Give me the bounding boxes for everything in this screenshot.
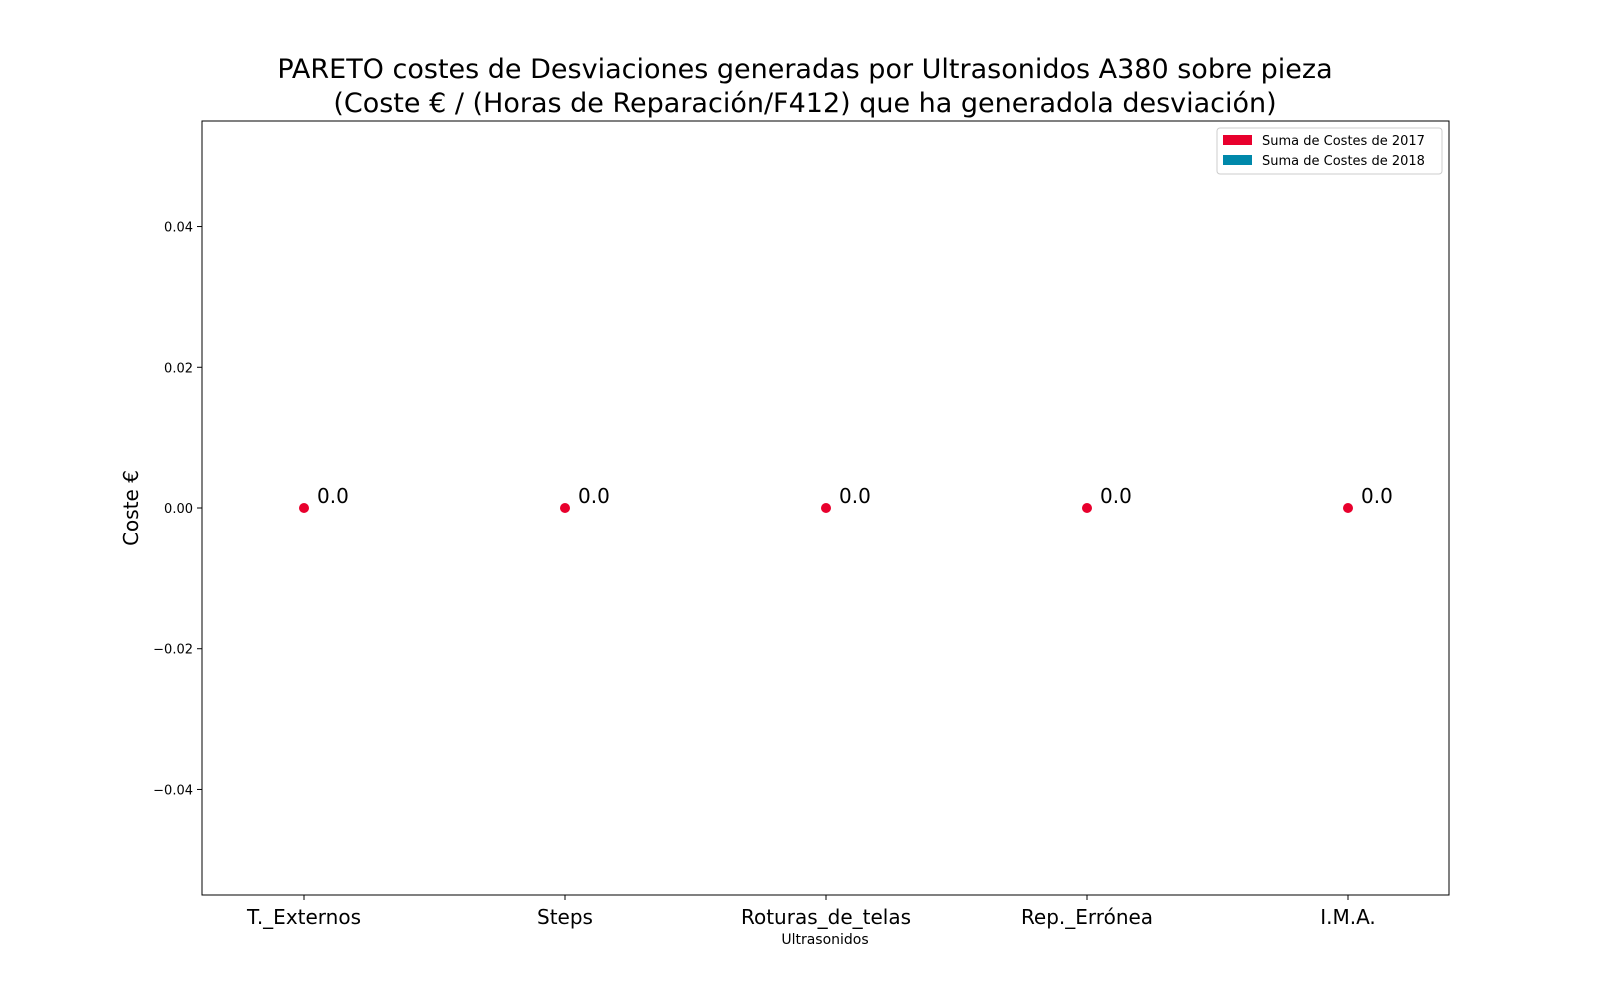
chart-title-line-2: (Coste € / (Horas de Reparación/F412) qu… <box>333 88 1276 119</box>
data-label: 0.0 <box>578 484 610 508</box>
data-label: 0.0 <box>1100 484 1132 508</box>
data-point <box>299 503 309 513</box>
x-tick-label: T._Externos <box>246 905 361 929</box>
legend-swatch-2018 <box>1223 155 1252 165</box>
x-tick-label: I.M.A. <box>1320 905 1376 929</box>
legend: Suma de Costes de 2017 Suma de Costes de… <box>1216 127 1443 175</box>
data-label: 0.0 <box>839 484 871 508</box>
data-labels: 0.0 0.0 0.0 0.0 0.0 <box>317 484 1393 508</box>
y-axis: 0.04 0.02 0.00 −0.02 −0.04 <box>153 221 202 798</box>
x-axis-label: Ultrasonidos <box>781 932 868 948</box>
chart-title-line-1: PARETO costes de Desviaciones generadas … <box>277 54 1332 85</box>
y-tick-label: 0.00 <box>164 502 193 517</box>
data-point <box>821 503 831 513</box>
data-label: 0.0 <box>1361 484 1393 508</box>
y-tick-label: 0.02 <box>164 361 193 376</box>
x-tick-label: Steps <box>537 905 593 929</box>
data-label: 0.0 <box>317 484 349 508</box>
x-tick-label: Roturas_de_telas <box>741 905 911 929</box>
x-tick-label: Rep._Errónea <box>1021 905 1153 929</box>
legend-label-2018: Suma de Costes de 2018 <box>1262 154 1425 169</box>
legend-swatch-2017 <box>1223 135 1252 145</box>
legend-box <box>1216 127 1443 175</box>
x-axis: T._Externos Steps Roturas_de_telas Rep._Err… <box>246 895 1376 929</box>
data-point <box>1343 503 1353 513</box>
y-tick-label: −0.04 <box>153 783 193 798</box>
y-tick-label: 0.04 <box>164 221 193 236</box>
data-points <box>299 503 1353 513</box>
y-tick-label: −0.02 <box>153 643 193 658</box>
data-point <box>1082 503 1092 513</box>
y-axis-label: Coste € <box>119 470 143 546</box>
legend-label-2017: Suma de Costes de 2017 <box>1262 134 1425 149</box>
data-point <box>560 503 570 513</box>
